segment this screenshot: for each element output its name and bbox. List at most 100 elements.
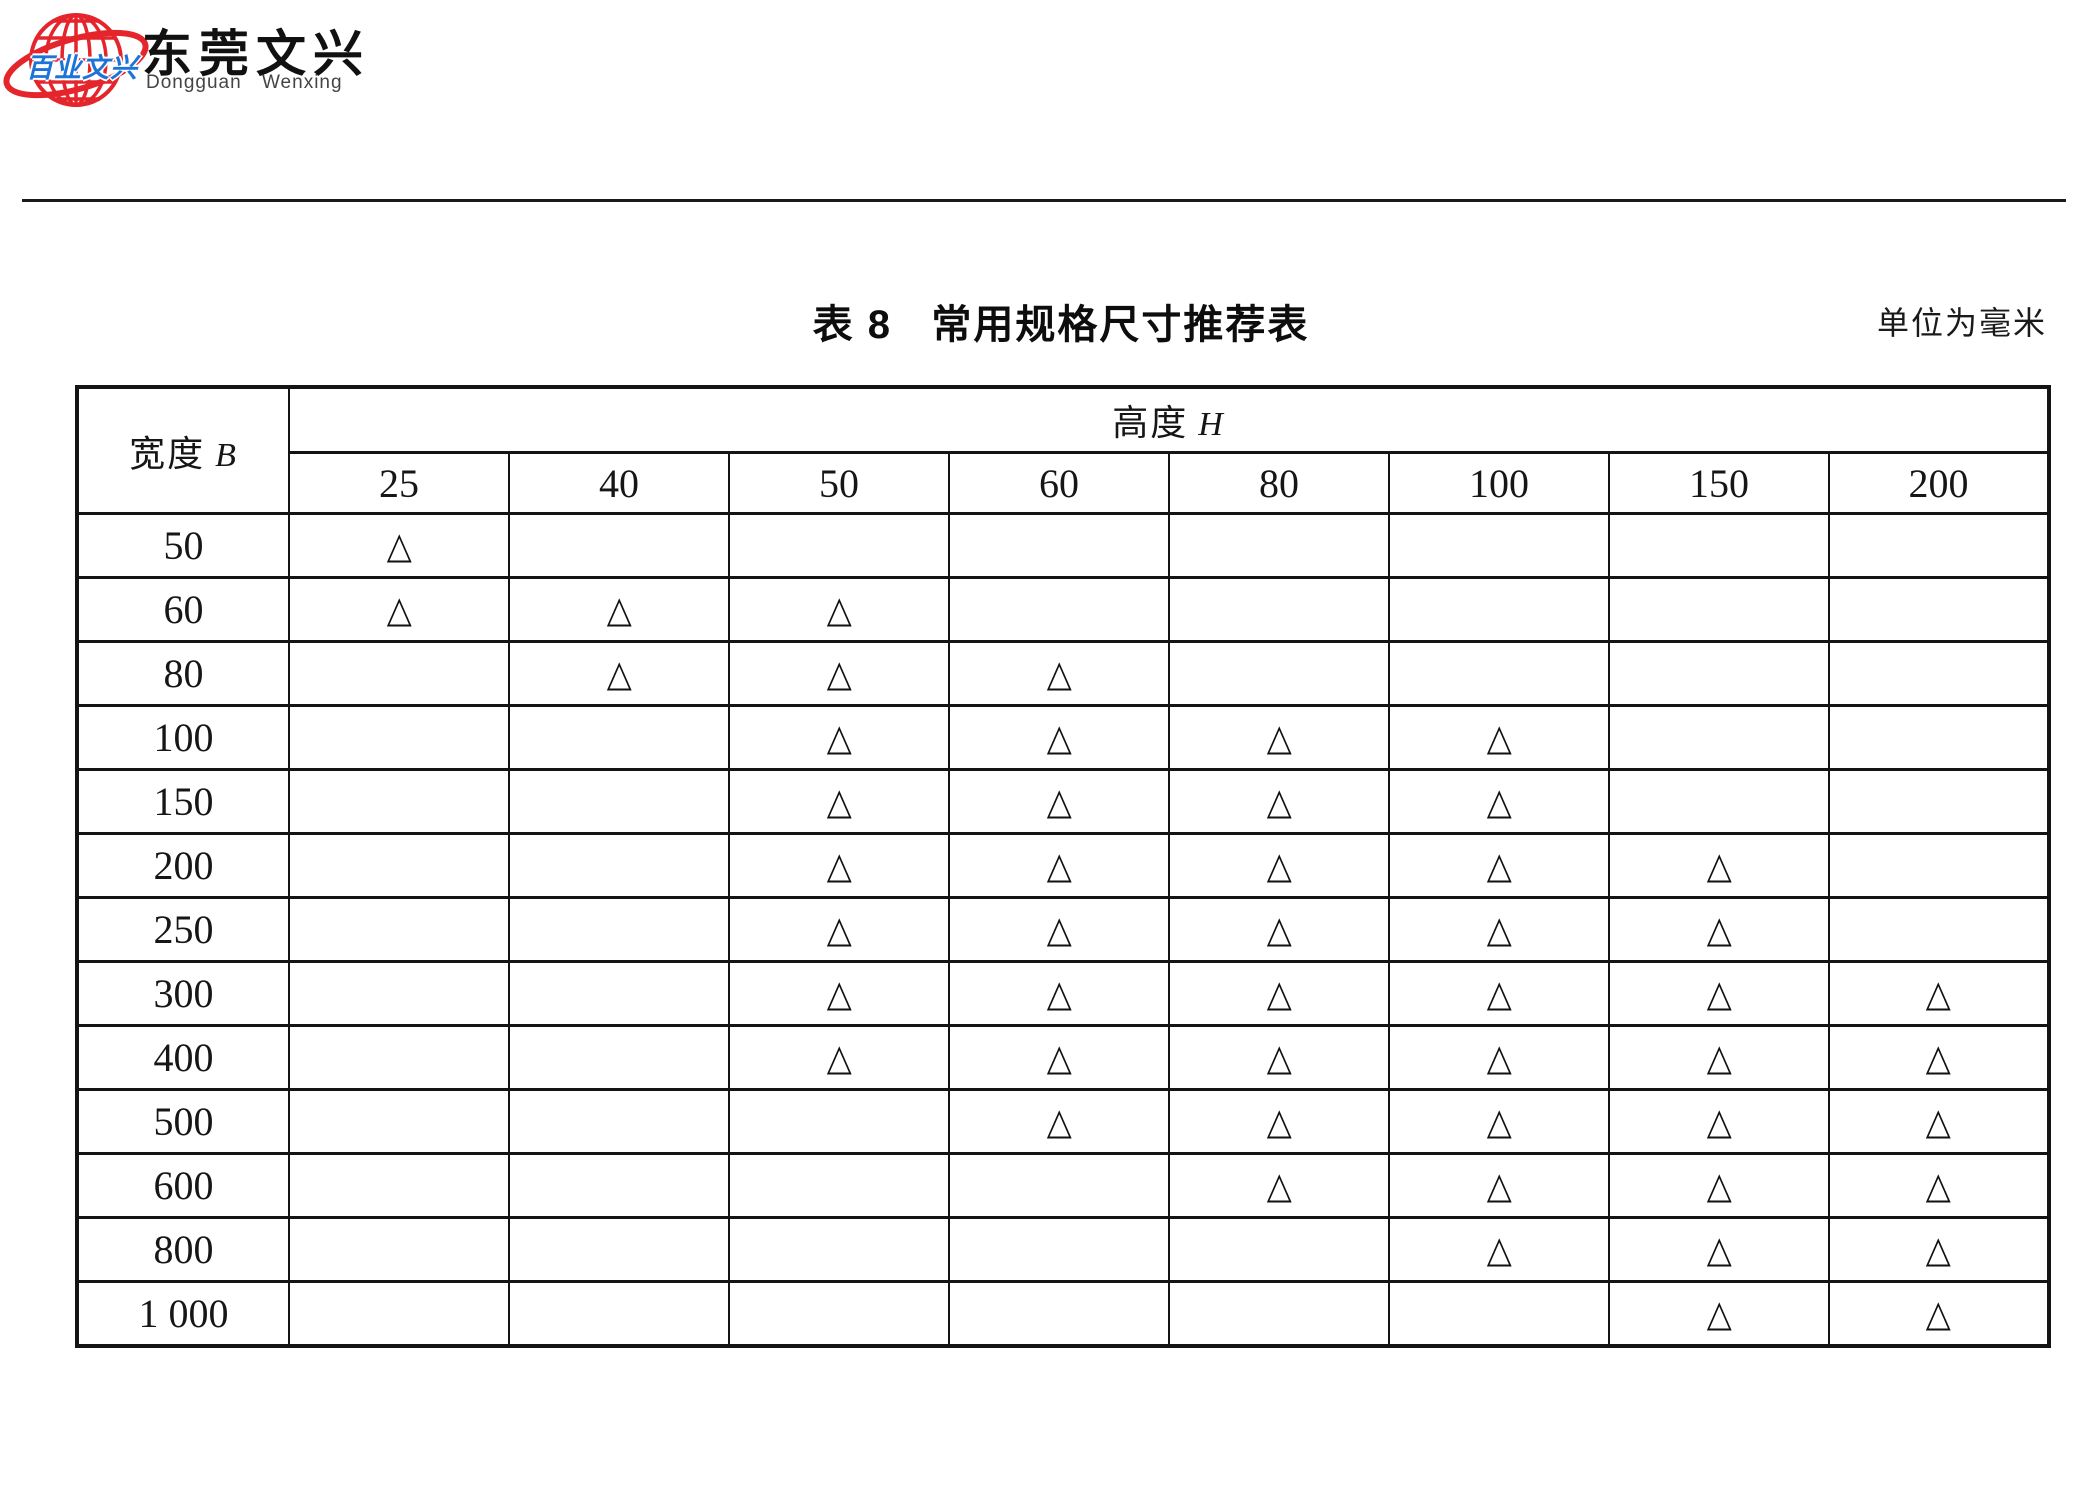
- empty-cell: [288, 1152, 510, 1219]
- empty-cell: [1827, 704, 2051, 771]
- triangle-mark-icon: △: [1706, 844, 1732, 887]
- triangle-mark-icon: △: [1926, 972, 1952, 1015]
- triangle-mark-icon: △: [1486, 1228, 1512, 1271]
- empty-cell: [1388, 512, 1610, 579]
- empty-cell: [1168, 1280, 1390, 1348]
- empty-cell: [1168, 576, 1390, 643]
- mark-cell: △: [1827, 1216, 2051, 1283]
- triangle-mark-icon: △: [1046, 908, 1072, 951]
- empty-cell: [728, 1216, 950, 1283]
- triangle-mark-icon: △: [1046, 1100, 1072, 1143]
- triangle-mark-icon: △: [1266, 1164, 1292, 1207]
- table-row: 400 △ △ △ △ △ △: [76, 1024, 2051, 1091]
- triangle-mark-icon: △: [826, 1036, 852, 1079]
- empty-cell: [728, 512, 950, 579]
- company-name-en: Dongguan Wenxing: [146, 72, 343, 93]
- mark-cell: △: [1168, 768, 1390, 835]
- empty-cell: [288, 640, 510, 707]
- empty-cell: [1608, 576, 1830, 643]
- mark-cell: △: [1168, 960, 1390, 1027]
- empty-cell: [1388, 1280, 1610, 1348]
- mark-cell: △: [1388, 1088, 1610, 1155]
- empty-cell: [1608, 512, 1830, 579]
- triangle-mark-icon: △: [1046, 780, 1072, 823]
- triangle-mark-icon: △: [1926, 1164, 1952, 1207]
- mark-cell: △: [1168, 1152, 1390, 1219]
- triangle-mark-icon: △: [826, 652, 852, 695]
- triangle-mark-icon: △: [386, 588, 412, 631]
- empty-cell: [1168, 1216, 1390, 1283]
- mark-cell: △: [508, 640, 730, 707]
- triangle-mark-icon: △: [1266, 972, 1292, 1015]
- empty-cell: [1827, 512, 2051, 579]
- table-row: 150 △ △ △ △: [76, 768, 2051, 835]
- span-header-row: 宽度 B 高度 H: [76, 385, 2051, 515]
- empty-cell: [288, 896, 510, 963]
- triangle-mark-icon: △: [826, 588, 852, 631]
- row-label: 400: [76, 1024, 290, 1091]
- table-row: 600 △ △ △ △: [76, 1152, 2051, 1219]
- empty-cell: [508, 1088, 730, 1155]
- triangle-mark-icon: △: [606, 652, 632, 695]
- empty-cell: [508, 1216, 730, 1283]
- triangle-mark-icon: △: [1486, 972, 1512, 1015]
- mark-cell: △: [1388, 960, 1610, 1027]
- row-label: 800: [76, 1216, 290, 1283]
- empty-cell: [508, 768, 730, 835]
- triangle-mark-icon: △: [1926, 1228, 1952, 1271]
- empty-cell: [508, 512, 730, 579]
- mark-cell: △: [1388, 704, 1610, 771]
- table-row: 300 △ △ △ △ △ △: [76, 960, 2051, 1027]
- row-label: 600: [76, 1152, 290, 1219]
- table-row: 80 △ △ △: [76, 640, 2051, 707]
- mark-cell: △: [288, 576, 510, 643]
- triangle-mark-icon: △: [826, 780, 852, 823]
- empty-cell: [1388, 640, 1610, 707]
- mark-cell: △: [948, 768, 1170, 835]
- mark-cell: △: [1608, 1280, 1830, 1348]
- corner-header-label: 宽度: [129, 433, 206, 474]
- row-label: 200: [76, 832, 290, 899]
- empty-cell: [508, 1152, 730, 1219]
- empty-cell: [1827, 768, 2051, 835]
- empty-cell: [288, 1216, 510, 1283]
- mark-cell: △: [1168, 704, 1390, 771]
- triangle-mark-icon: △: [1706, 972, 1732, 1015]
- triangle-mark-icon: △: [1486, 1036, 1512, 1079]
- mark-cell: △: [288, 512, 510, 579]
- empty-cell: [1168, 512, 1390, 579]
- column-header: 60: [948, 451, 1170, 515]
- mark-cell: △: [948, 896, 1170, 963]
- mark-cell: △: [1608, 832, 1830, 899]
- empty-cell: [728, 1280, 950, 1348]
- triangle-mark-icon: △: [1266, 908, 1292, 951]
- empty-cell: [288, 832, 510, 899]
- triangle-mark-icon: △: [1706, 1228, 1732, 1271]
- empty-cell: [508, 1280, 730, 1348]
- column-header: 40: [508, 451, 730, 515]
- corner-header-variable: B: [215, 436, 238, 474]
- triangle-mark-icon: △: [1046, 972, 1072, 1015]
- column-header: 100: [1388, 451, 1610, 515]
- mark-cell: △: [1608, 1216, 1830, 1283]
- empty-cell: [1827, 576, 2051, 643]
- mark-cell: △: [1388, 768, 1610, 835]
- triangle-mark-icon: △: [1486, 908, 1512, 951]
- triangle-mark-icon: △: [1266, 1036, 1292, 1079]
- mark-cell: △: [1388, 896, 1610, 963]
- column-header-row: 25 40 50 60 80 100 150 200: [77, 451, 2051, 515]
- column-header: 200: [1827, 451, 2051, 515]
- triangle-mark-icon: △: [386, 524, 412, 567]
- globe-logo-icon: 百业文兴: [3, 8, 149, 118]
- table-row: 60 △ △ △: [76, 576, 2051, 643]
- triangle-mark-icon: △: [826, 716, 852, 759]
- mark-cell: △: [728, 640, 950, 707]
- empty-cell: [1388, 576, 1610, 643]
- triangle-mark-icon: △: [1486, 716, 1512, 759]
- mark-cell: △: [1827, 1088, 2051, 1155]
- column-header: 80: [1168, 451, 1390, 515]
- triangle-mark-icon: △: [1706, 908, 1732, 951]
- triangle-mark-icon: △: [1046, 716, 1072, 759]
- triangle-mark-icon: △: [1486, 1164, 1512, 1207]
